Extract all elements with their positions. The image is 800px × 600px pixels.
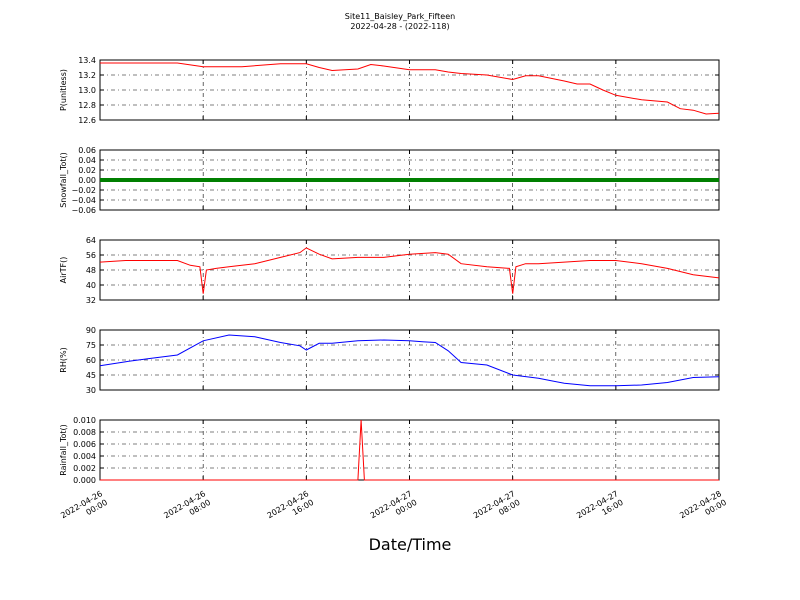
x-tick-label: 2022-04-2608:00 [162, 489, 212, 529]
y-tick-label: −0.02 [71, 186, 96, 195]
y-tick-label: 0.04 [78, 156, 96, 165]
x-tick-label: 2022-04-2616:00 [266, 489, 316, 529]
y-tick-label: 0.006 [73, 440, 96, 449]
y-tick-label: 64 [86, 236, 96, 245]
panel-4: 30 45 60 75 90 RH(%) [59, 326, 720, 395]
x-tick-labels: 2022-04-2600:00 2022-04-2608:00 2022-04-26… [59, 489, 728, 529]
y-tick-label: 0.000 [73, 476, 96, 485]
y-tick-label: 56 [86, 251, 96, 260]
y-tick-label: 0.010 [73, 416, 96, 425]
y-axis-label: P(unitless) [59, 69, 68, 111]
series-line [99, 247, 720, 294]
x-tick-label: 2022-04-2716:00 [575, 489, 625, 529]
y-tick-label: 13.0 [78, 86, 96, 95]
y-tick-label: 32 [86, 296, 96, 305]
y-tick-label: 0.004 [73, 452, 96, 461]
x-tick-label: 2022-04-2708:00 [472, 489, 522, 529]
x-tick-label: 2022-04-2700:00 [369, 489, 419, 529]
y-tick-label: 75 [86, 341, 96, 350]
y-tick-label: −0.04 [71, 196, 96, 205]
y-tick-label: 48 [86, 266, 96, 275]
y-axis-label: Snowfall_Tot() [59, 152, 68, 208]
figure-subtitle: 2022-04-28 - (2022-118) [350, 22, 449, 31]
y-tick-label: 13.4 [78, 56, 96, 65]
series-line [99, 334, 720, 387]
y-tick-label: 60 [86, 356, 96, 365]
y-tick-label: 0.00 [78, 176, 96, 185]
y-tick-label: −0.06 [71, 206, 96, 215]
y-tick-label: 90 [86, 326, 96, 335]
y-tick-label: 0.008 [73, 428, 96, 437]
panel-3: 32 40 48 56 64 AirTF() [59, 236, 720, 305]
y-tick-label: 30 [86, 386, 96, 395]
y-tick-label: 0.02 [78, 166, 96, 175]
y-axis-label: Rainfall_Tot() [59, 424, 68, 476]
y-tick-label: 13.2 [78, 71, 96, 80]
x-tick-label: 2022-04-2600:00 [59, 489, 109, 529]
y-tick-label: 40 [86, 281, 96, 290]
panel-5: 0.000 0.002 0.004 0.006 0.008 0.010 Rainfall_T… [59, 416, 720, 485]
series-line [100, 62, 720, 115]
y-tick-label: 45 [86, 371, 96, 380]
y-tick-label: 12.8 [78, 101, 96, 110]
x-axis-label: Date/Time [369, 535, 452, 554]
y-axis-label: RH(%) [59, 347, 68, 372]
panel-1: 12.6 12.8 13.0 13.2 13.4 P(unitless) [59, 56, 720, 125]
x-tick-label: 2022-04-2800:00 [678, 489, 728, 529]
y-tick-label: 12.6 [78, 116, 96, 125]
y-tick-label: 0.002 [73, 464, 96, 473]
panel-2: −0.06−0.04−0.020.000.020.040.06 Snowfall_… [59, 146, 720, 215]
series-line [100, 419, 719, 481]
y-axis-label: AirTF() [59, 257, 68, 284]
panels: 12.612.813.013.213.4P(unitless)−0.06−0.0… [59, 56, 720, 485]
y-tick-label: 0.06 [78, 146, 96, 155]
figure-title: Site11_Baisley_Park_Fifteen [345, 12, 455, 21]
